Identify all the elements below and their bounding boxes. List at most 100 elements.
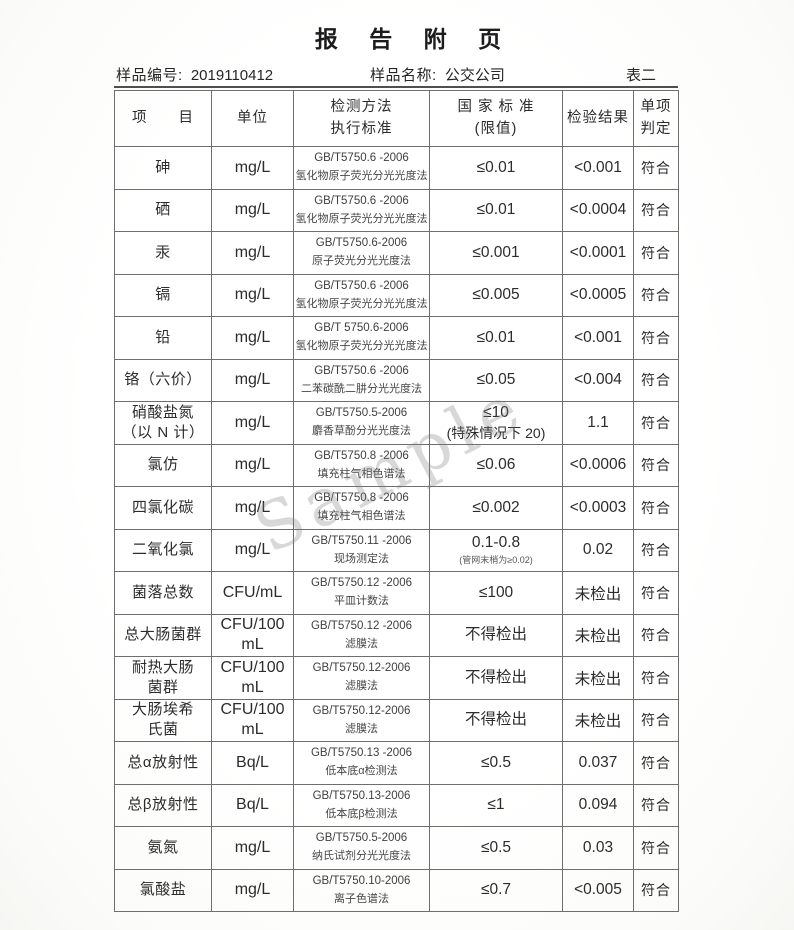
method-standard-code: GB/T5750.6-2006 (315, 237, 408, 250)
limit-value: ≤10 (483, 404, 509, 422)
limit-cell: ≤0.01 (429, 188, 563, 232)
method-name: 二苯碳酰二肼分光光度法 (301, 382, 422, 395)
method-cell: GB/T5750.6 -2006 氢化物原子荧光分光光度法 (293, 188, 430, 232)
method-name: 现场测定法 (334, 552, 389, 565)
limit-cell: ≤100 (429, 571, 563, 615)
result-value: 1.1 (562, 401, 634, 445)
table-row: 耐热大肠 菌群 CFU/100 mL GB/T5750.12-2006 滤膜法 … (114, 656, 679, 700)
item-name: 耐热大肠 菌群 (114, 656, 212, 700)
item-unit: mg/L (211, 486, 294, 530)
table-row: 氨氮 mg/L GB/T5750.5-2006 纳氏试剂分光光度法 ≤0.5 0… (114, 826, 679, 870)
limit-cell: ≤0.7 (429, 868, 563, 912)
result-value: 0.094 (562, 783, 634, 827)
header-row: 项 目 单位 检测方法 执行标准 国 家 标 准 (限值) 检验结果 单项 判定 (114, 90, 679, 147)
result-value: 未检出 (562, 613, 634, 657)
method-standard-code: GB/T5750.12 -2006 (310, 577, 412, 590)
method-standard-code: GB/T5750.5-2006 (315, 407, 408, 420)
results-table-header: 项 目 单位 检测方法 执行标准 国 家 标 准 (限值) 检验结果 单项 判定 (114, 90, 679, 147)
method-name: 滤膜法 (345, 637, 378, 650)
limit-cell: ≤0.01 (429, 316, 563, 360)
result-value: <0.0006 (562, 443, 634, 487)
method-standard-code: GB/T5750.6 -2006 (314, 364, 409, 377)
method-standard-code: GB/T5750.6 -2006 (314, 194, 409, 207)
method-name: 滤膜法 (345, 680, 378, 693)
item-unit: CFU/100 mL (211, 698, 294, 742)
method-name: 纳氏试剂分光光度法 (312, 850, 411, 863)
result-value: <0.001 (562, 316, 634, 360)
method-name: 麝香草酚分光光度法 (312, 425, 411, 438)
table-row: 铅 mg/L GB/T 5750.6-2006 氢化物原子荧光分光光度法 ≤0.… (114, 316, 679, 360)
item-name: 氯仿 (114, 443, 212, 487)
method-cell: GB/T5750.12-2006 滤膜法 (293, 698, 430, 742)
item-unit: mg/L (211, 826, 294, 870)
method-standard-code: GB/T5750.11 -2006 (311, 534, 412, 547)
page-title: 报 告 附 页 (314, 26, 510, 52)
item-name: 汞 (114, 231, 212, 275)
judgment-value: 符合 (633, 273, 679, 317)
table-row: 氯酸盐 mg/L GB/T5750.10-2006 离子色谱法 ≤0.7 <0.… (114, 868, 679, 912)
result-value: <0.001 (562, 146, 634, 190)
method-name: 原子荧光分光光度法 (312, 255, 411, 268)
results-table: 项 目 单位 检测方法 执行标准 国 家 标 准 (限值) 检验结果 单项 判定… (114, 90, 679, 912)
limit-value: ≤100 (478, 583, 514, 601)
limit-value: ≤0.7 (480, 881, 512, 899)
limit-value: 不得检出 (464, 668, 527, 686)
limit-value: ≤0.01 (476, 201, 516, 219)
method-cell: GB/T 5750.6-2006 氢化物原子荧光分光光度法 (293, 316, 430, 360)
limit-value: ≤0.05 (476, 371, 516, 389)
item-unit: mg/L (211, 401, 294, 445)
item-name: 氨氮 (114, 826, 212, 870)
item-name: 总大肠菌群 (114, 613, 212, 657)
method-name: 氢化物原子荧光分光光度法 (295, 212, 428, 225)
method-cell: GB/T5750.8 -2006 填充柱气相色谱法 (293, 443, 430, 487)
limit-cell: ≤10 (特殊情况下 20) (429, 401, 563, 445)
table-row: 总大肠菌群 CFU/100 mL GB/T5750.12 -2006 滤膜法 不… (114, 613, 679, 657)
item-unit: mg/L (211, 528, 294, 572)
method-cell: GB/T5750.6 -2006 氢化物原子荧光分光光度法 (293, 273, 430, 317)
table-row: 硝酸盐氮 （以 N 计） mg/L GB/T5750.5-2006 麝香草酚分光… (114, 401, 679, 445)
method-cell: GB/T5750.13-2006 低本底β检测法 (293, 783, 430, 827)
limit-cell: 不得检出 (429, 656, 563, 700)
item-unit: Bq/L (211, 783, 294, 827)
table-row: 砷 mg/L GB/T5750.6 -2006 氢化物原子荧光分光光度法 ≤0.… (114, 146, 679, 190)
method-cell: GB/T5750.8 -2006 填充柱气相色谱法 (293, 486, 430, 530)
item-name: 菌落总数 (114, 571, 212, 615)
method-standard-code: GB/T 5750.6-2006 (314, 322, 409, 335)
limit-cell: ≤0.05 (429, 358, 563, 402)
method-name: 填充柱气相色谱法 (317, 467, 406, 480)
method-standard-code: GB/T5750.12-2006 (312, 704, 411, 717)
result-value: <0.0004 (562, 188, 634, 232)
judgment-value: 符合 (633, 443, 679, 487)
limit-cell: ≤0.002 (429, 486, 563, 530)
method-name: 平皿计数法 (334, 595, 389, 608)
judgment-value: 符合 (633, 401, 679, 445)
column-header-method: 检测方法 执行标准 (293, 90, 430, 147)
limit-value: ≤0.5 (480, 753, 512, 771)
limit-cell: 不得检出 (429, 698, 563, 742)
item-name: 铬（六价） (114, 358, 212, 402)
method-name: 填充柱气相色谱法 (317, 510, 406, 523)
table-row: 菌落总数 CFU/mL GB/T5750.12 -2006 平皿计数法 ≤100… (114, 571, 679, 615)
limit-value: 不得检出 (464, 711, 527, 729)
result-value: 0.037 (562, 741, 634, 785)
table-row: 硒 mg/L GB/T5750.6 -2006 氢化物原子荧光分光光度法 ≤0.… (114, 188, 679, 232)
item-unit: mg/L (211, 231, 294, 275)
item-unit: mg/L (211, 146, 294, 190)
method-name: 氢化物原子荧光分光光度法 (295, 297, 428, 310)
item-unit: CFU/mL (211, 571, 294, 615)
table-row: 氯仿 mg/L GB/T5750.8 -2006 填充柱气相色谱法 ≤0.06 … (114, 443, 679, 487)
judgment-value: 符合 (633, 826, 679, 870)
judgment-value: 符合 (633, 741, 679, 785)
table-row: 大肠埃希 氏菌 CFU/100 mL GB/T5750.12-2006 滤膜法 … (114, 698, 679, 742)
limit-value: 0.1-0.8 (471, 534, 521, 552)
limit-value: ≤0.01 (476, 158, 516, 176)
item-unit: CFU/100 mL (211, 656, 294, 700)
judgment-value: 符合 (633, 316, 679, 360)
judgment-value: 符合 (633, 868, 679, 912)
method-standard-code: GB/T5750.12 -2006 (310, 619, 412, 632)
table-row: 汞 mg/L GB/T5750.6-2006 原子荧光分光光度法 ≤0.001 … (114, 231, 679, 275)
table-tag: 表二 (625, 67, 656, 84)
judgment-value: 符合 (633, 698, 679, 742)
result-value: <0.0001 (562, 231, 634, 275)
